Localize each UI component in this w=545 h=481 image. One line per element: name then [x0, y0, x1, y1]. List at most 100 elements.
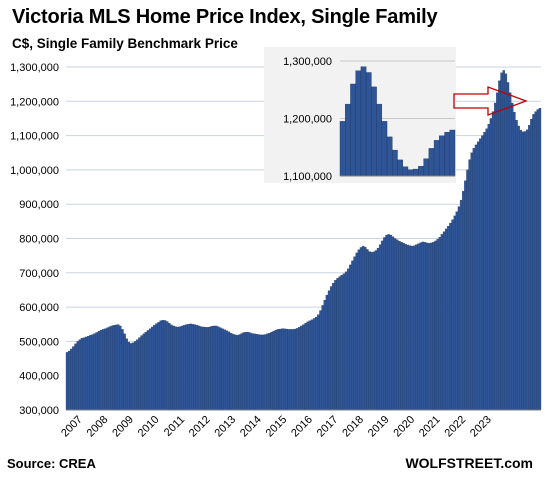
bar — [513, 112, 516, 411]
callout-arrow — [453, 86, 528, 116]
bar — [204, 327, 207, 411]
y-tick-label: 1,200,000 — [10, 96, 59, 108]
inset-bar — [439, 135, 445, 177]
bar — [496, 92, 499, 411]
bar — [244, 331, 248, 411]
bar — [338, 276, 341, 411]
bar — [327, 290, 331, 411]
bar — [123, 333, 126, 411]
bar — [451, 219, 454, 411]
bar — [391, 236, 395, 411]
bar — [511, 102, 514, 411]
bar — [110, 325, 114, 411]
bar — [400, 242, 403, 411]
bar — [410, 245, 414, 411]
main-x-axis: 2007 2008 2009 2010 2011 2012 2013 2014 2015 2016… — [59, 414, 494, 440]
bar — [163, 320, 167, 411]
bar — [368, 251, 371, 411]
bar — [317, 314, 320, 411]
bar — [195, 325, 199, 411]
bar — [508, 92, 512, 411]
inset-bar — [412, 168, 419, 177]
bar — [291, 329, 295, 411]
y-tick-label: 700,000 — [19, 268, 59, 280]
bar — [148, 328, 152, 411]
bar — [304, 323, 307, 411]
bar — [266, 333, 269, 411]
inset-bar — [407, 169, 414, 177]
bar — [500, 72, 503, 411]
bar — [349, 264, 352, 411]
x-tick-label: 2013 — [212, 414, 238, 440]
bar — [430, 242, 433, 411]
bar — [498, 80, 501, 411]
bar — [530, 118, 533, 411]
bar — [370, 252, 373, 411]
bar — [253, 333, 256, 411]
inset-bar — [423, 158, 430, 177]
bar — [385, 234, 388, 411]
bar — [532, 114, 535, 411]
bar — [300, 325, 303, 411]
bar — [225, 330, 229, 411]
bar — [236, 335, 239, 411]
x-tick-label: 2007 — [59, 414, 85, 440]
bar — [534, 111, 537, 411]
x-tick-label: 2011 — [162, 414, 187, 439]
bar — [447, 226, 450, 411]
inset-bar — [339, 121, 346, 177]
chart-subtitle: C$, Single Family Benchmark Price — [12, 36, 238, 51]
bar — [293, 328, 297, 411]
bar — [217, 326, 220, 411]
x-tick-label: 2022 — [443, 414, 469, 440]
bar — [491, 111, 495, 411]
inset-bar — [345, 103, 351, 177]
bar — [76, 341, 79, 411]
bar — [398, 241, 401, 411]
inset-y-axis: 1,100,000 1,200,000 1,300,000 — [283, 56, 332, 183]
inset-bar — [418, 166, 424, 177]
bar — [455, 211, 459, 411]
bar — [172, 325, 175, 411]
bar — [483, 132, 486, 411]
inset-bar — [444, 132, 450, 177]
x-tick-label: 2010 — [136, 414, 162, 440]
bar — [121, 329, 124, 411]
bar — [466, 169, 469, 411]
inset-bar — [392, 149, 398, 177]
bar — [99, 329, 103, 411]
bar — [280, 328, 284, 411]
inset-bar — [449, 129, 456, 177]
bar — [193, 324, 197, 411]
bar — [436, 239, 439, 411]
bar — [174, 326, 177, 411]
bar — [453, 215, 456, 411]
bar — [464, 180, 467, 411]
bar — [334, 280, 337, 411]
bar — [361, 245, 365, 411]
bar — [457, 206, 461, 411]
bar — [364, 246, 367, 411]
bar — [528, 125, 531, 411]
bar — [506, 82, 510, 411]
bar — [114, 324, 118, 411]
bar — [413, 245, 416, 411]
bar — [227, 331, 231, 411]
bar — [146, 330, 150, 411]
bar — [427, 243, 431, 411]
bar — [95, 332, 99, 411]
bar — [165, 321, 169, 411]
bar — [519, 129, 522, 411]
x-tick-label: 2023 — [468, 414, 494, 440]
bar — [131, 342, 135, 411]
bar — [287, 329, 290, 411]
bar — [344, 271, 348, 411]
bar — [489, 118, 493, 411]
bar — [459, 199, 463, 411]
bar — [355, 252, 358, 411]
bar — [238, 334, 241, 411]
bar — [155, 323, 158, 411]
inset-bar — [397, 159, 403, 177]
bar — [470, 152, 473, 411]
